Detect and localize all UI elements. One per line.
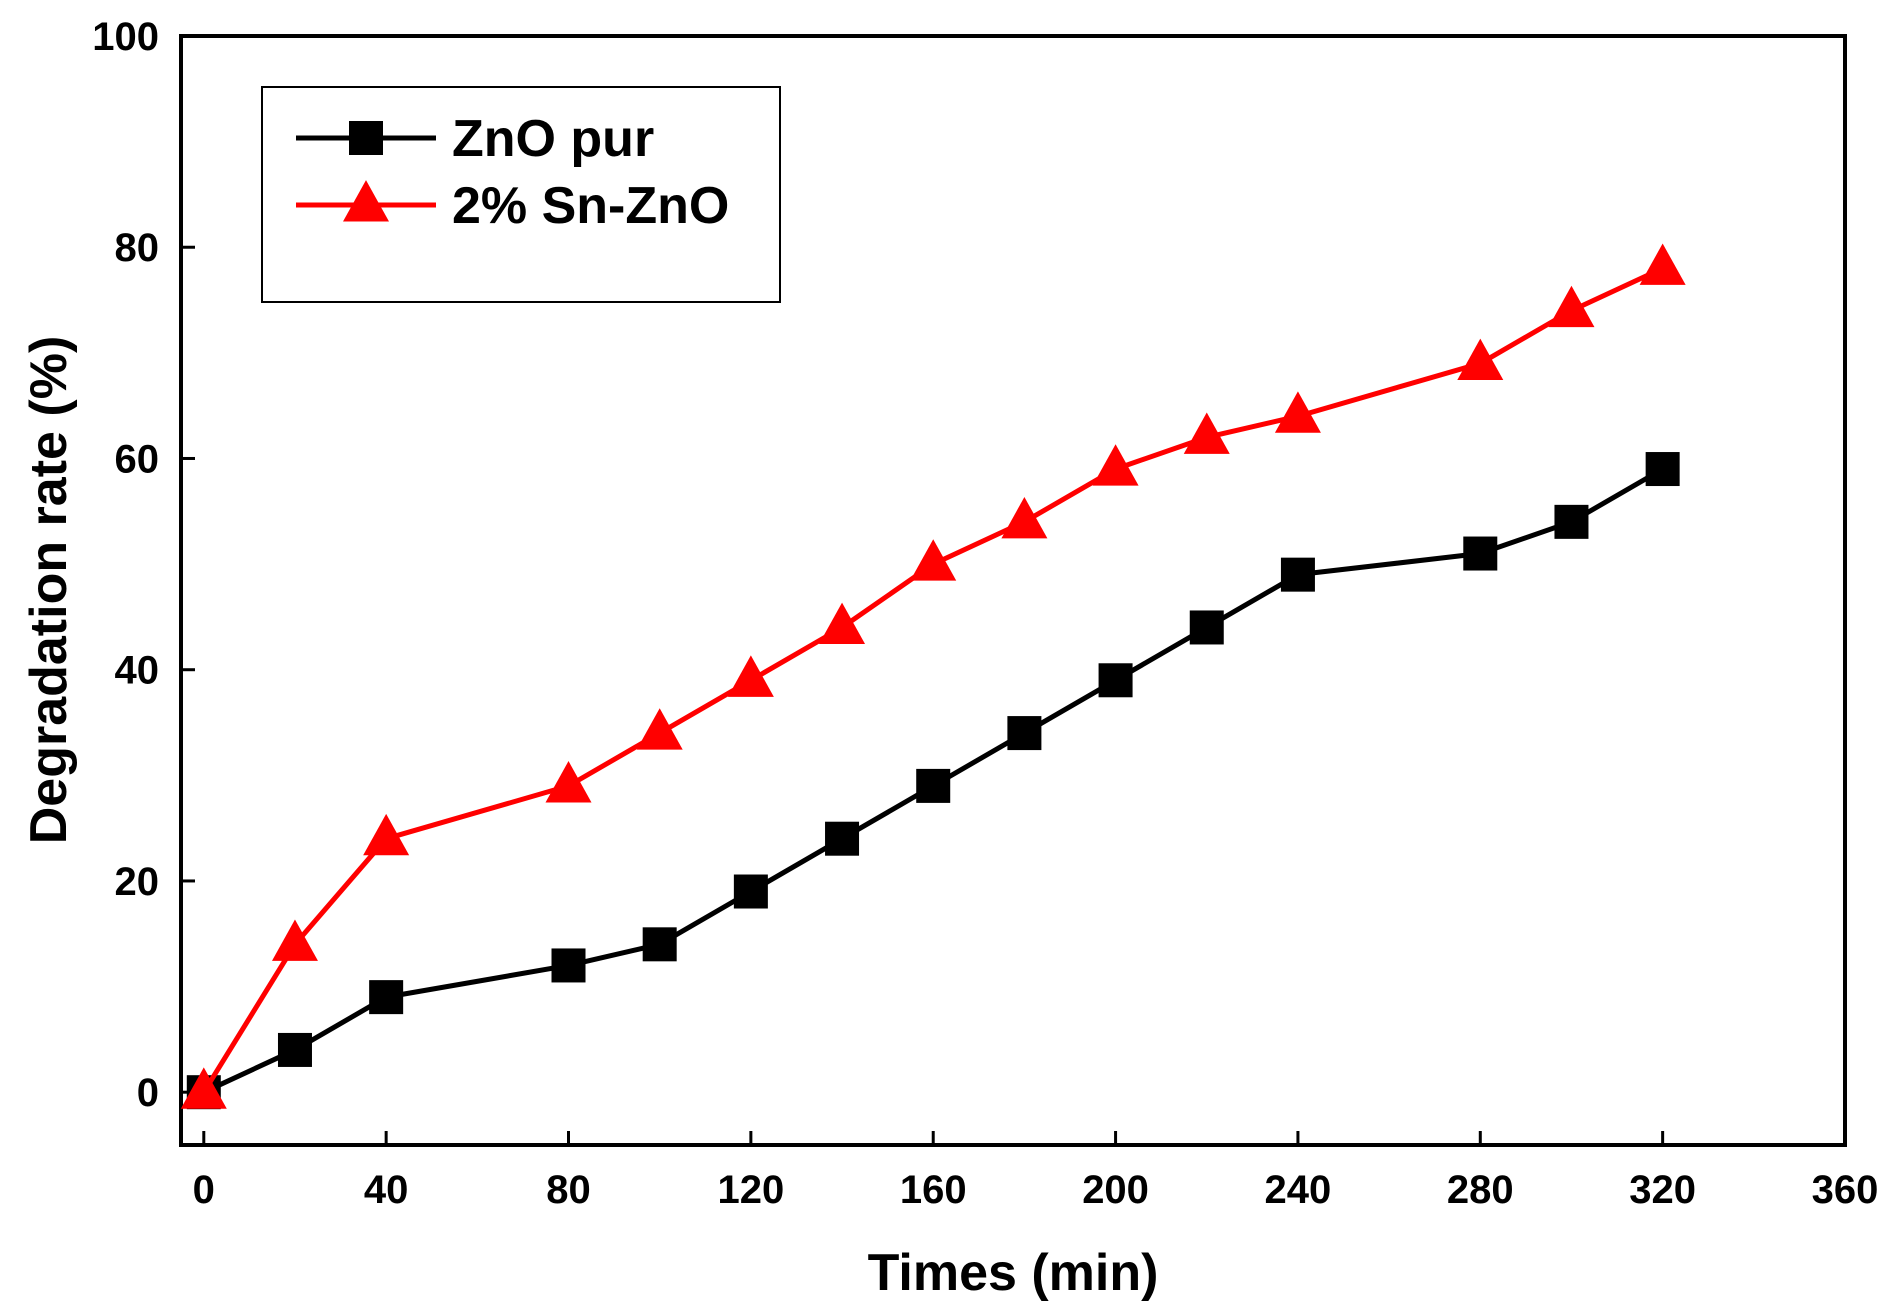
y-tick-label: 40 — [115, 649, 160, 693]
y-tick-label: 0 — [137, 1071, 159, 1115]
data-point — [1007, 716, 1042, 751]
plot-frame — [179, 34, 1847, 1147]
x-tick-label: 240 — [1265, 1168, 1332, 1212]
data-point — [727, 655, 774, 697]
legend-marker — [343, 180, 389, 222]
data-point — [1554, 504, 1589, 539]
x-tick-label: 160 — [900, 1168, 967, 1212]
data-point — [363, 813, 410, 856]
x-tick-label: 120 — [717, 1168, 784, 1212]
data-point — [1001, 497, 1048, 539]
legend-marker — [349, 121, 383, 155]
data-point — [1189, 610, 1224, 645]
data-point — [1098, 663, 1133, 698]
series-layer — [180, 243, 1686, 1110]
data-point — [1463, 536, 1498, 571]
data-point — [180, 1067, 227, 1109]
x-tick-label: 40 — [364, 1168, 409, 1212]
data-point — [636, 708, 683, 750]
data-point — [733, 874, 768, 909]
data-point — [910, 539, 957, 581]
legend-label: 2% Sn-ZnO — [452, 177, 729, 235]
data-point — [1457, 338, 1504, 380]
data-point — [1280, 557, 1315, 592]
y-tick-label: 60 — [115, 437, 160, 481]
data-point — [1274, 391, 1321, 433]
data-point — [819, 602, 866, 645]
data-point — [1645, 452, 1680, 487]
data-point — [825, 821, 860, 856]
series-0 — [186, 452, 1680, 1110]
data-point — [271, 919, 318, 961]
x-tick-label: 80 — [546, 1168, 591, 1212]
y-tick-label: 20 — [115, 860, 160, 904]
data-point — [551, 948, 586, 983]
legend: ZnO pur 2% Sn-ZnO — [261, 86, 781, 303]
y-tick-label: 100 — [92, 15, 159, 59]
series-line — [201, 266, 1664, 1094]
x-tick-label: 280 — [1447, 1168, 1514, 1212]
data-point — [1548, 285, 1595, 328]
y-tick-label: 80 — [115, 226, 160, 270]
data-point — [916, 768, 951, 803]
data-point — [545, 761, 592, 803]
data-point — [642, 927, 677, 962]
x-tick-label: 200 — [1082, 1168, 1149, 1212]
x-tick-label: 360 — [1812, 1168, 1879, 1212]
data-point — [277, 1032, 312, 1067]
legend-label: ZnO pur — [452, 110, 654, 168]
x-axis-title: Times (min) — [868, 1244, 1159, 1302]
legend-box — [261, 86, 781, 303]
x-tick-label: 320 — [1629, 1168, 1696, 1212]
axis-ticks: 0 40 80 120 160 200 240 280 320 360 0 20 40 60 80 100 — [92, 15, 1878, 1212]
data-point — [1092, 444, 1139, 486]
data-point — [1639, 243, 1686, 285]
x-tick-label: 0 — [193, 1168, 215, 1212]
y-axis-title: Degradation rate (%) — [20, 336, 78, 845]
data-point — [1183, 412, 1230, 454]
series-1 — [180, 243, 1686, 1109]
data-point — [369, 980, 404, 1015]
